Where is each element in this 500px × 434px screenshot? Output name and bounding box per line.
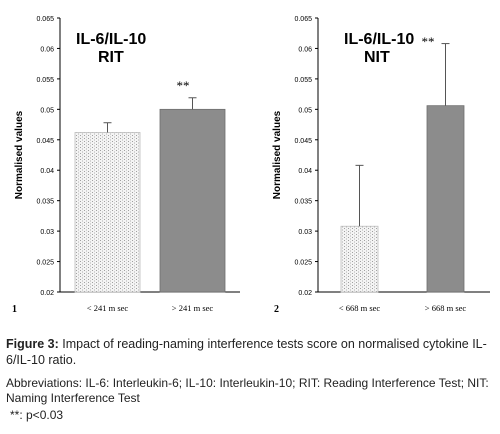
- panel1-ytick-label-6: 0.05: [40, 107, 54, 114]
- panel1-ytick-label-8: 0.06: [40, 46, 54, 53]
- panel1-category-label-1: > 241 m sec: [172, 303, 214, 313]
- panel2-ytick-label-4: 0.04: [298, 168, 312, 175]
- panel1-ytick-label-2: 0.03: [40, 229, 54, 236]
- significance-note: **: p<0.03: [10, 408, 64, 422]
- panel2-ytick-label-3: 0.035: [294, 199, 312, 206]
- figure-caption-text: Impact of reading-naming interference te…: [6, 337, 487, 367]
- panel2-title-line1: IL-6/IL-10: [344, 31, 414, 48]
- panel1-ytick-label-4: 0.04: [40, 168, 54, 175]
- panel1-title-line2: RIT: [98, 49, 124, 66]
- panel1-number: 1: [12, 304, 17, 315]
- panel2-ytick-label-8: 0.06: [298, 46, 312, 53]
- figure-caption: Figure 3: Impact of reading-naming inter…: [6, 336, 494, 368]
- panel1-ytick-label-1: 0.025: [36, 260, 54, 267]
- abbreviations-note: Abbreviations: IL-6: Interleukin-6; IL-1…: [6, 376, 489, 405]
- panel2-title-line2: NIT: [364, 49, 390, 66]
- panel1-bar-1: [159, 108, 226, 293]
- panel2-title-significance: **: [422, 34, 435, 49]
- panel1-ylabel: Normalised values: [14, 110, 25, 199]
- panel1-ytick-label-5: 0.045: [36, 138, 54, 145]
- figure-caption-label: Figure 3:: [6, 337, 59, 351]
- panel2-ytick-label-2: 0.03: [298, 229, 312, 236]
- panel2-ytick-label-5: 0.045: [294, 138, 312, 145]
- panel2-bar-1: [426, 105, 465, 293]
- charts-svg: 0.02 0.025 0.03 0.035 0.04 0.045 0.05 0.055 0.06…: [12, 16, 490, 315]
- panel2-number: 2: [274, 304, 279, 315]
- panel2-ytick-label-0: 0.02: [298, 290, 312, 297]
- panel1-ytick-label-9: 0.065: [36, 16, 54, 23]
- panel1-title-line1: IL-6/IL-10: [76, 31, 146, 48]
- charts-area: 0.02 0.025 0.03 0.035 0.04 0.045 0.05 0.055 0.06…: [12, 16, 490, 315]
- panel2-ytick-label-6: 0.05: [298, 107, 312, 114]
- panel2-bar-0: [340, 225, 379, 293]
- panel1-ytick-label-3: 0.035: [36, 199, 54, 206]
- panel1-significance-1: **: [177, 78, 190, 93]
- panel2-category-label-1: > 668 m sec: [425, 303, 467, 313]
- panel2-ytick-label-7: 0.055: [294, 77, 312, 84]
- panel2-ytick-label-1: 0.025: [294, 260, 312, 267]
- panel1-ytick-label-0: 0.02: [40, 290, 54, 297]
- panel1-ytick-label-7: 0.055: [36, 77, 54, 84]
- panel1-category-label-0: < 241 m sec: [87, 303, 129, 313]
- panel2-ylabel: Normalised values: [272, 110, 283, 199]
- panel1-bar-0: [74, 132, 141, 293]
- panel2-ytick-label-9: 0.065: [294, 16, 312, 23]
- panel2-category-label-0: < 668 m sec: [339, 303, 381, 313]
